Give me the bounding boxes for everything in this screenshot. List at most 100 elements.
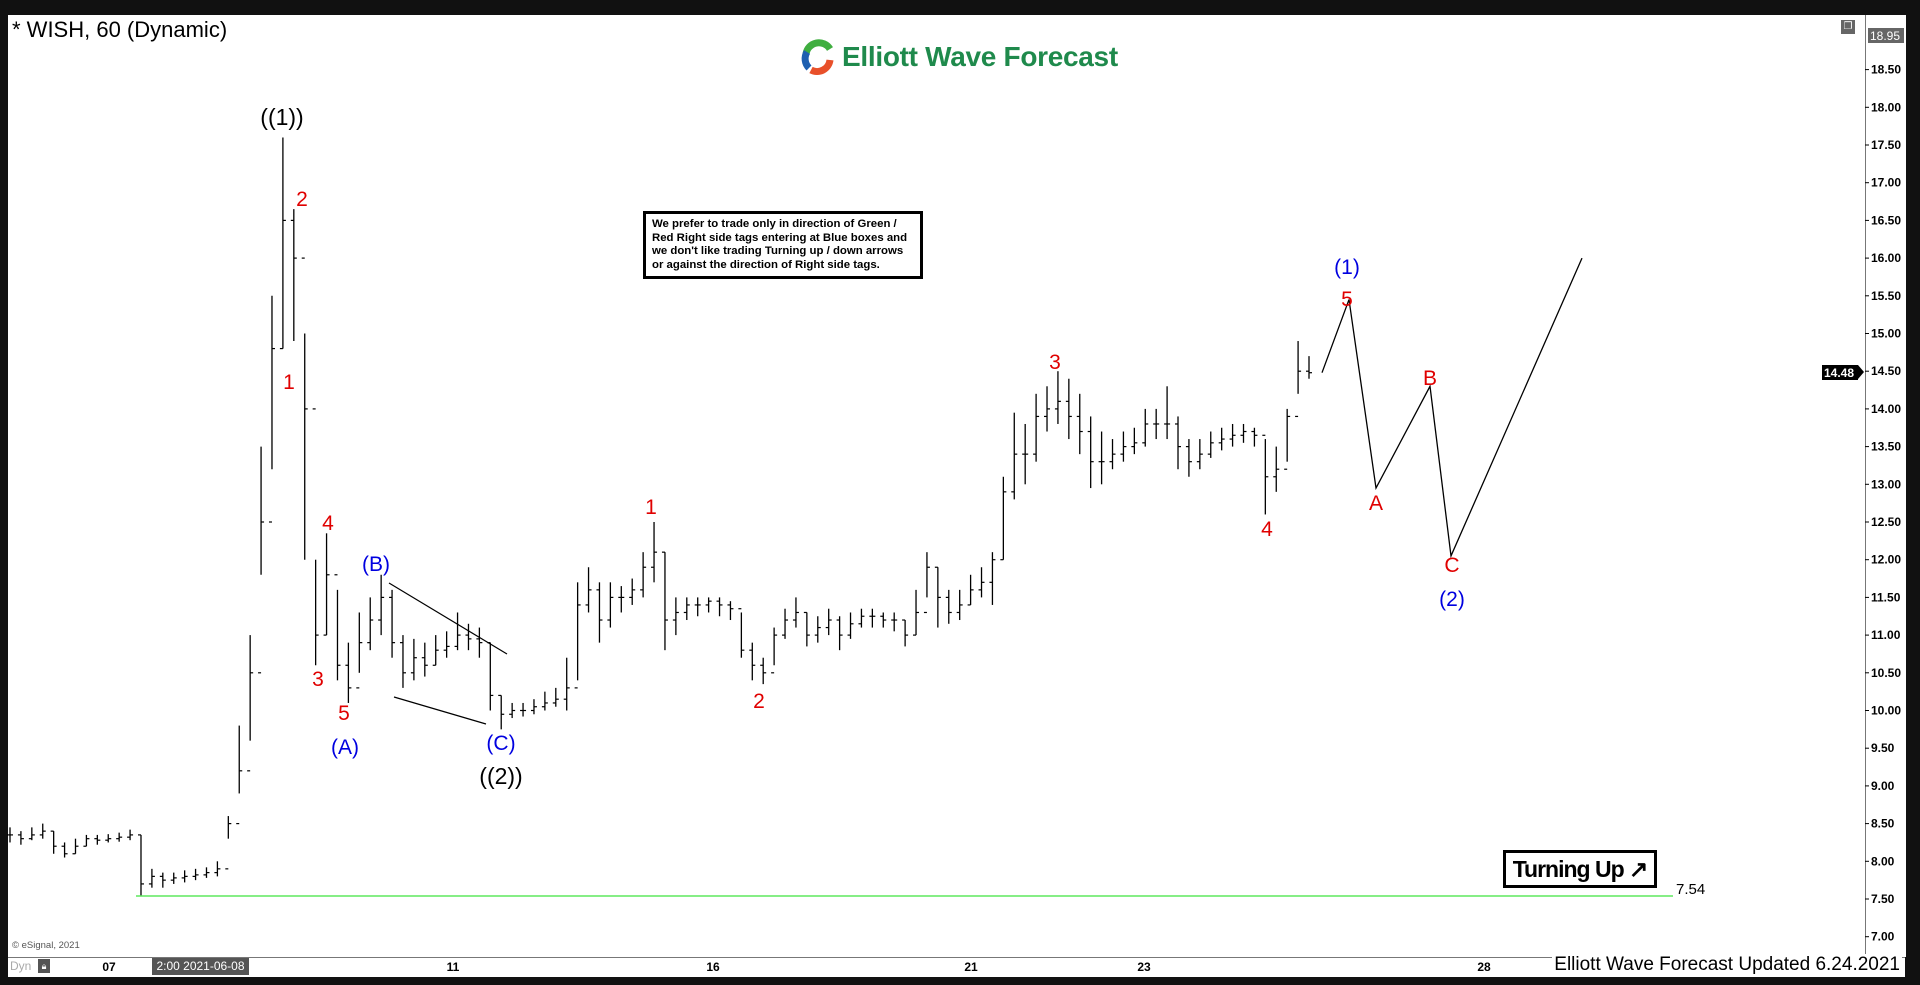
- ohlc-bar: [760, 657, 767, 685]
- support-line-group: 7.54: [136, 881, 1705, 898]
- x-tick-label: 28: [1477, 960, 1491, 974]
- ohlc-bar: [1076, 393, 1083, 455]
- ohlc-bar: [792, 597, 799, 628]
- logo-icon: [801, 39, 834, 75]
- ohlc-bar: [716, 597, 723, 617]
- wave-label: ((2)): [479, 763, 522, 789]
- price-axis[interactable]: [1865, 15, 1906, 957]
- ohlc-bar: [847, 612, 854, 639]
- y-tick-label: 7.50: [1871, 892, 1895, 906]
- y-tick-label: 15.00: [1871, 327, 1901, 341]
- ohlc-bar: [771, 627, 778, 674]
- ohlc-bar: [1262, 434, 1269, 515]
- ohlc-bar: [28, 827, 35, 841]
- ohlc-bar: [39, 823, 46, 839]
- y-tick-label: 7.00: [1871, 930, 1895, 944]
- ohlc-bar: [127, 829, 134, 841]
- ohlc-bar: [410, 638, 417, 681]
- wave-label: (A): [331, 736, 359, 759]
- ohlc-bar: [956, 589, 963, 621]
- y-tick-label: 12.50: [1871, 515, 1901, 529]
- ohlc-bar: [399, 635, 406, 688]
- ohlc-bar: [1306, 356, 1312, 379]
- ohlc-bar: [268, 295, 275, 523]
- time-axis[interactable]: [8, 957, 1905, 977]
- x-tick-label: 11: [446, 960, 460, 974]
- ohlc-bar: [1000, 476, 1007, 561]
- wave-label: (2): [1439, 588, 1465, 611]
- y-tick-label: 18.50: [1871, 63, 1901, 77]
- ohlc-bar: [945, 589, 952, 624]
- ohlc-bar: [61, 842, 68, 858]
- wave-label: 5: [338, 702, 350, 725]
- ohlc-bar: [1098, 431, 1105, 485]
- top-price-tag: [1868, 28, 1904, 43]
- dynamic-mode-label[interactable]: Dyn: [10, 959, 32, 973]
- x-tick-label: 21: [964, 960, 978, 974]
- ohlc-bar: [137, 834, 144, 896]
- ohlc-bar: [389, 589, 396, 658]
- ohlc-bar: [192, 868, 199, 881]
- ohlc-bar: [1218, 427, 1225, 451]
- ohlc-bar: [17, 831, 24, 845]
- wave-label: 2: [753, 690, 765, 713]
- ohlc-bar: [509, 702, 516, 719]
- y-tick-label: 17.00: [1871, 176, 1901, 190]
- wave-label: 3: [1049, 351, 1061, 374]
- wave-label: 2: [296, 188, 308, 211]
- ohlc-bar: [1022, 423, 1029, 485]
- wave-label: C: [1444, 554, 1459, 577]
- ohlc-bar: [225, 816, 232, 870]
- ohlc-bar: [1153, 408, 1160, 440]
- ohlc-bar: [574, 582, 581, 689]
- ohlc-bar: [323, 533, 330, 636]
- ohlc-bar: [1207, 431, 1214, 458]
- ohlc-bar: [1284, 408, 1291, 470]
- ohlc-bar: [1164, 386, 1171, 440]
- ohlc-bar: [880, 612, 887, 628]
- ohlc-bar: [782, 608, 789, 639]
- ohlc-bar: [1196, 439, 1203, 470]
- lock-icon[interactable]: 🔒︎: [38, 959, 50, 973]
- y-tick-label: 12.00: [1871, 553, 1901, 567]
- wave-label: B: [1423, 367, 1437, 390]
- ohlc-bar: [869, 608, 876, 628]
- ohlc-bar: [1044, 386, 1051, 432]
- ohlc-bar: [345, 642, 352, 703]
- ohlc-bar: [596, 582, 603, 643]
- ohlc-bar: [236, 725, 243, 825]
- triangle-upper-line: [388, 582, 508, 655]
- ohlc-bar: [1251, 427, 1258, 447]
- ohlc-bar: [1033, 393, 1040, 462]
- logo-text: Elliott Wave Forecast: [842, 41, 1118, 72]
- ohlc-bar: [727, 601, 734, 621]
- ohlc-bar: [454, 612, 461, 651]
- wave-label: 5: [1341, 288, 1353, 311]
- ohlc-bar: [159, 872, 166, 888]
- ohlc-bar: [334, 574, 341, 681]
- ohlc-bar: [607, 582, 614, 628]
- chart-title: * WISH, 60 (Dynamic): [12, 17, 228, 42]
- wave-label: 1: [283, 371, 295, 394]
- axis-tags: 18.95 14.48: [1822, 28, 1904, 380]
- ohlc-bar: [7, 827, 13, 843]
- ohlc-bar: [923, 552, 930, 614]
- ohlc-bar: [1065, 378, 1072, 440]
- ohlc-bar: [116, 832, 123, 842]
- ohlc-bar: [672, 597, 679, 636]
- restore-window-icon[interactable]: ❐: [1841, 20, 1855, 34]
- turning-up-label: Turning Up: [1512, 856, 1625, 882]
- ohlc-bar: [705, 597, 712, 613]
- top-price-tag-text: 18.95: [1870, 29, 1900, 43]
- ohlc-bar: [1011, 412, 1018, 500]
- y-tick-label: 18.00: [1871, 100, 1901, 114]
- ohlc-bar: [1175, 416, 1182, 470]
- ohlc-bar: [651, 522, 658, 583]
- ohlc-bar: [247, 635, 254, 772]
- ohlc-bar: [1185, 439, 1192, 477]
- ohlc-bar: [1295, 341, 1302, 418]
- ohlc-bar: [738, 608, 745, 658]
- plot-area[interactable]: [8, 15, 1865, 957]
